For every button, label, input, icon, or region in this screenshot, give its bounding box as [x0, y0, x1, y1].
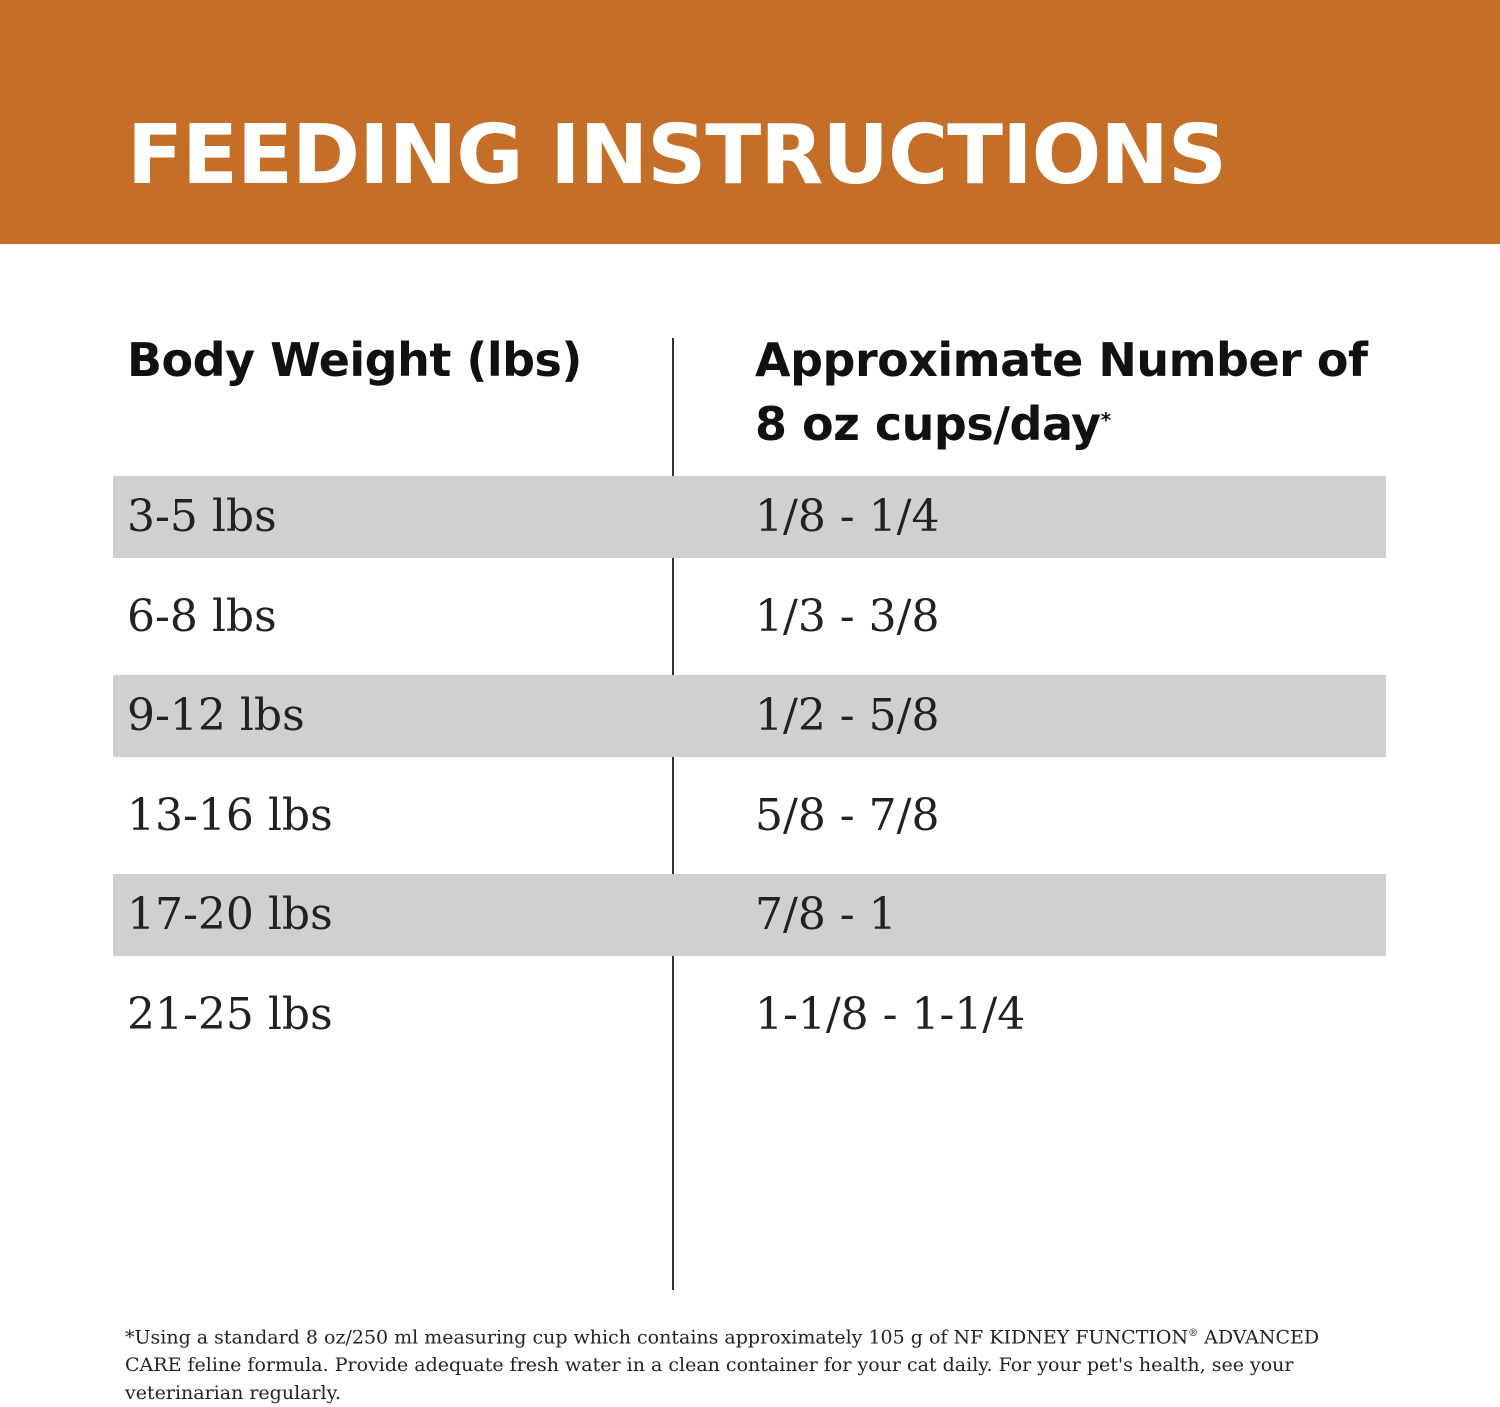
header-band — [0, 0, 1500, 244]
table-row: 17-20 lbs 7/8 - 1 — [113, 874, 1386, 957]
table-cell: 1/2 - 5/8 — [755, 690, 940, 742]
column-header-text: Approximate Number of 8 oz cups/day — [755, 333, 1368, 451]
table-row: 9-12 lbs 1/2 - 5/8 — [113, 675, 1386, 758]
table-cell: 3-5 lbs — [127, 491, 277, 542]
table-cell: 9-12 lbs — [127, 690, 305, 742]
table-cell: 7/8 - 1 — [755, 889, 897, 941]
table-cell: 6-8 lbs — [127, 590, 277, 642]
table-cell: 21-25 lbs — [127, 989, 333, 1040]
column-header: Body Weight (lbs) — [127, 333, 582, 387]
footnote-text: ADVANCED CARE feline formula. Provide ad… — [125, 1326, 1320, 1405]
footnote: *Using a standard 8 oz/250 ml measuring … — [125, 1320, 1375, 1407]
table-cell: 1/8 - 1/4 — [755, 491, 940, 542]
column-divider — [672, 338, 674, 1290]
table-row: 6-8 lbs 1/3 - 3/8 — [113, 576, 1386, 658]
table-cell: 1/3 - 3/8 — [755, 590, 940, 642]
note-mark: * — [1100, 408, 1111, 432]
column-header: Approximate Number of 8 oz cups/day* — [755, 328, 1375, 456]
table-cell: 13-16 lbs — [127, 789, 333, 841]
table-cell: 5/8 - 7/8 — [755, 789, 940, 841]
table-row: 3-5 lbs 1/8 - 1/4 — [113, 476, 1386, 558]
table-cell: 1-1/8 - 1-1/4 — [755, 989, 1026, 1040]
title: FEEDING INSTRUCTIONS — [127, 108, 1227, 203]
registered-mark: ® — [1188, 1328, 1199, 1339]
footnote-text: *Using a standard 8 oz/250 ml measuring … — [125, 1326, 1189, 1349]
table-row: 13-16 lbs 5/8 - 7/8 — [113, 775, 1386, 857]
table-row: 21-25 lbs 1-1/8 - 1-1/4 — [113, 974, 1386, 1056]
table-cell: 17-20 lbs — [127, 889, 333, 941]
